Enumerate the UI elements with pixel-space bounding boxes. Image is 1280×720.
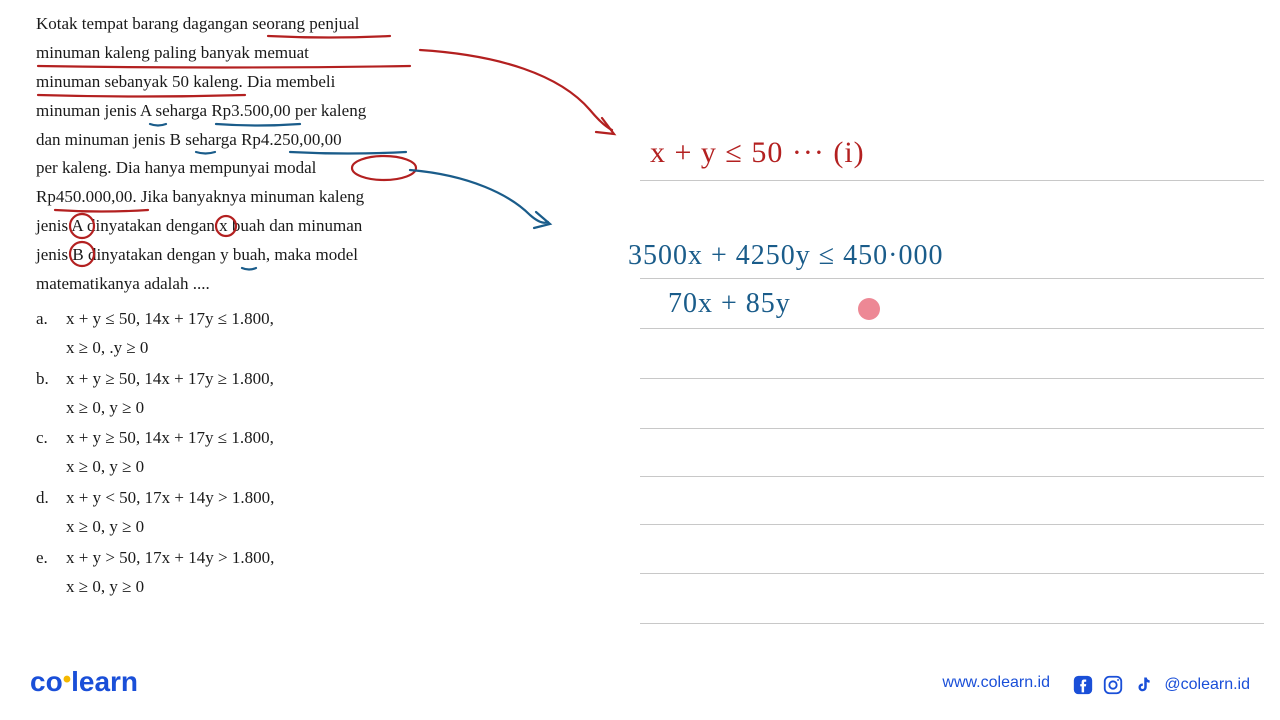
option-line1: x + y ≥ 50, 14x + 17y ≤ 1.800, <box>66 424 436 453</box>
brand-logo: co•learn <box>30 666 138 698</box>
option-body: x + y ≥ 50, 14x + 17y ≥ 1.800, x ≥ 0, y … <box>66 365 436 423</box>
option-letter: a. <box>36 305 66 363</box>
social-handle: @colearn.id <box>1164 676 1250 694</box>
q-line: matematikanya adalah .... <box>36 270 436 299</box>
question-panel: Kotak tempat barang dagangan seorang pen… <box>36 10 436 604</box>
footer: co•learn www.colearn.id @colearn.id <box>0 658 1280 698</box>
option-letter: e. <box>36 544 66 602</box>
ruled-line <box>640 623 1264 624</box>
option-body: x + y > 50, 17x + 14y > 1.800, x ≥ 0, y … <box>66 544 436 602</box>
tiktok-icon <box>1132 674 1154 696</box>
facebook-icon <box>1072 674 1094 696</box>
option-letter: c. <box>36 424 66 482</box>
option-letter: b. <box>36 365 66 423</box>
ruled-line <box>640 328 1264 329</box>
q-line: Kotak tempat barang dagangan seorang pen… <box>36 10 436 39</box>
logo-learn: learn <box>71 666 138 697</box>
handwritten-line: x + y ≤ 50 ··· (i) <box>650 136 865 170</box>
option-a: a. x + y ≤ 50, 14x + 17y ≤ 1.800, x ≥ 0,… <box>36 305 436 363</box>
q-line: jenis A dinyatakan dengan x buah dan min… <box>36 212 436 241</box>
logo-dot-icon: • <box>63 666 71 694</box>
option-d: d. x + y < 50, 17x + 14y > 1.800, x ≥ 0,… <box>36 484 436 542</box>
q-line: per kaleng. Dia hanya mempunyai modal <box>36 154 436 183</box>
option-line1: x + y ≤ 50, 14x + 17y ≤ 1.800, <box>66 305 436 334</box>
website-url: www.colearn.id <box>942 674 1050 692</box>
option-c: c. x + y ≥ 50, 14x + 17y ≤ 1.800, x ≥ 0,… <box>36 424 436 482</box>
ruled-line <box>640 180 1264 181</box>
ruled-line <box>640 524 1264 525</box>
option-b: b. x + y ≥ 50, 14x + 17y ≥ 1.800, x ≥ 0,… <box>36 365 436 423</box>
q-line: Rp450.000,00. Jika banyaknya minuman kal… <box>36 183 436 212</box>
ruled-line <box>640 476 1264 477</box>
q-line: jenis B dinyatakan dengan y buah, maka m… <box>36 241 436 270</box>
ruled-line <box>640 378 1264 379</box>
option-line2: x ≥ 0, .y ≥ 0 <box>66 334 436 363</box>
option-e: e. x + y > 50, 17x + 14y > 1.800, x ≥ 0,… <box>36 544 436 602</box>
option-body: x + y < 50, 17x + 14y > 1.800, x ≥ 0, y … <box>66 484 436 542</box>
logo-co: co <box>30 666 63 697</box>
option-line2: x ≥ 0, y ≥ 0 <box>66 453 436 482</box>
ruled-line <box>640 428 1264 429</box>
option-body: x + y ≥ 50, 14x + 17y ≤ 1.800, x ≥ 0, y … <box>66 424 436 482</box>
option-line2: x ≥ 0, y ≥ 0 <box>66 394 436 423</box>
social-icons: @colearn.id <box>1072 674 1250 696</box>
pointer-indicator <box>858 298 880 320</box>
option-line1: x + y > 50, 17x + 14y > 1.800, <box>66 544 436 573</box>
q-line: minuman jenis A seharga Rp3.500,00 per k… <box>36 97 436 126</box>
q-line: minuman sebanyak 50 kaleng. Dia membeli <box>36 68 436 97</box>
option-line1: x + y < 50, 17x + 14y > 1.800, <box>66 484 436 513</box>
option-line2: x ≥ 0, y ≥ 0 <box>66 573 436 602</box>
option-body: x + y ≤ 50, 14x + 17y ≤ 1.800, x ≥ 0, .y… <box>66 305 436 363</box>
handwritten-line: 70x + 85y <box>668 288 791 320</box>
question-paragraph: Kotak tempat barang dagangan seorang pen… <box>36 10 436 299</box>
option-line1: x + y ≥ 50, 14x + 17y ≥ 1.800, <box>66 365 436 394</box>
option-letter: d. <box>36 484 66 542</box>
handwritten-line: 3500x + 4250y ≤ 450·000 <box>628 240 943 272</box>
option-line2: x ≥ 0, y ≥ 0 <box>66 513 436 542</box>
ruled-line <box>640 278 1264 279</box>
ruled-line <box>640 573 1264 574</box>
q-line: minuman kaleng paling banyak memuat <box>36 39 436 68</box>
instagram-icon <box>1102 674 1124 696</box>
options-list: a. x + y ≤ 50, 14x + 17y ≤ 1.800, x ≥ 0,… <box>36 305 436 602</box>
q-line: dan minuman jenis B seharga Rp4.250,00,0… <box>36 126 436 155</box>
